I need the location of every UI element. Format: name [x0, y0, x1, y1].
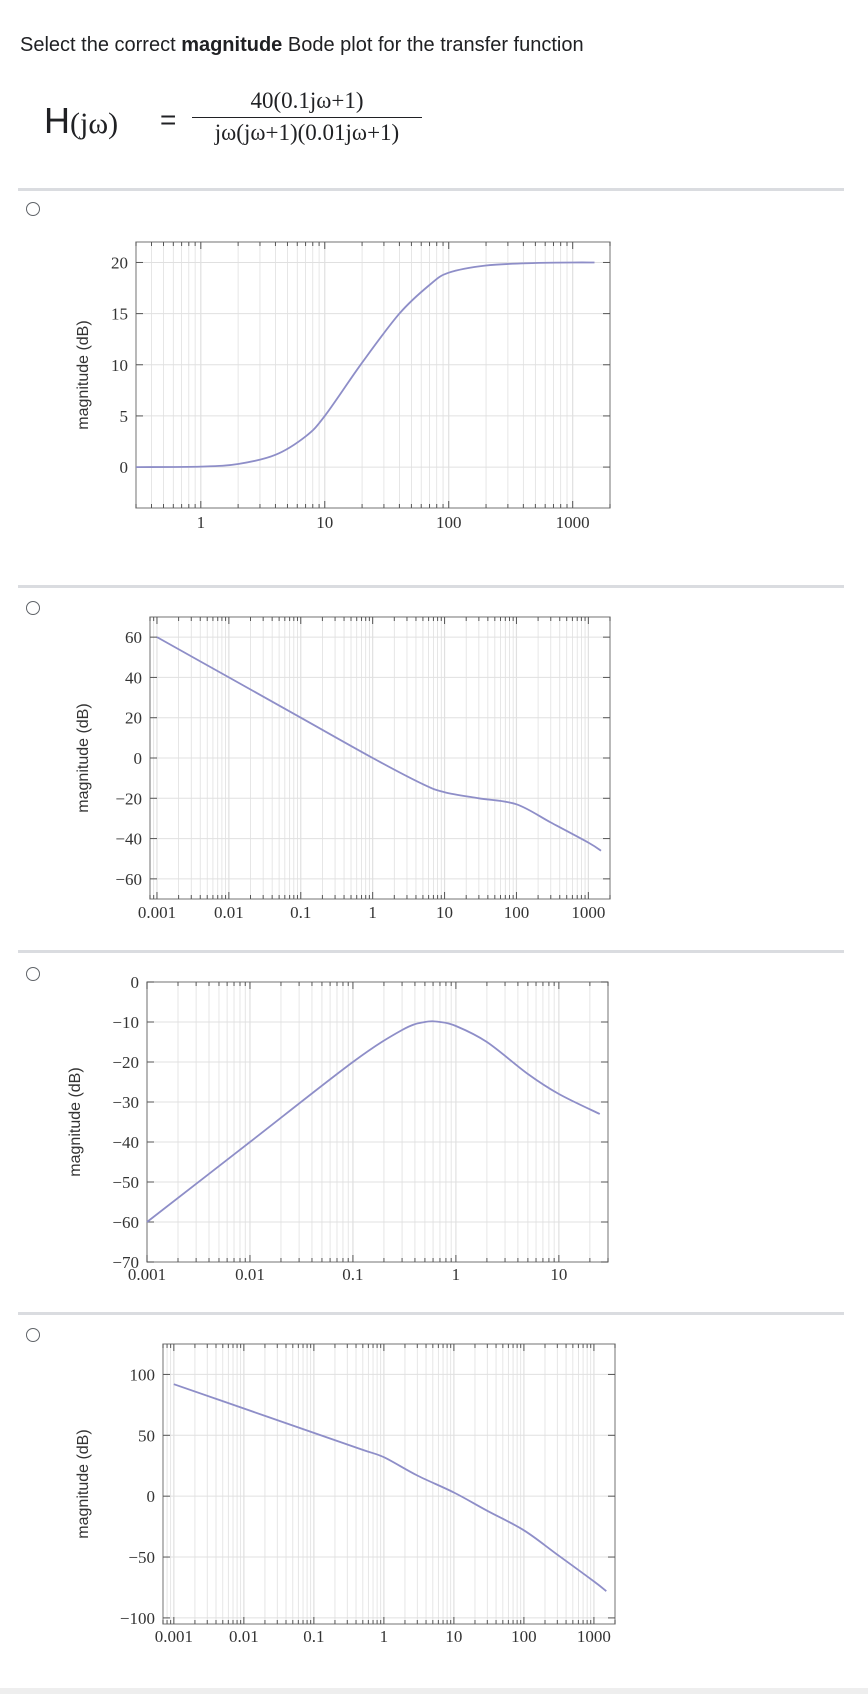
question-bold-word: magnitude: [181, 34, 283, 56]
y-tick-label: −50: [112, 1173, 139, 1192]
x-tick-label: 1: [197, 513, 206, 532]
y-axis-title: magnitude (dB): [75, 1429, 92, 1538]
divider-2: [18, 585, 844, 588]
formula-fraction: 40(0.1jω+1) jω(jω+1)(0.01jω+1): [192, 88, 422, 146]
divider-3: [18, 950, 844, 953]
option-4-bode-plot: −100 −50 0 50 100 0.001 0.01 0.1 1 10 100 1000 magni…: [75, 1343, 616, 1646]
y-tick-label: 0: [131, 973, 140, 992]
formula-lhs: H(jω): [44, 100, 118, 142]
grid: [149, 617, 611, 899]
magnitude-curve: [135, 261, 595, 468]
formula-arg: (jω): [70, 107, 119, 140]
y-tick-label: −10: [112, 1013, 139, 1032]
x-tick-label: 0.001: [138, 903, 176, 922]
y-tick-label: −20: [112, 1053, 139, 1072]
divider-4: [18, 1312, 844, 1315]
divider-1: [18, 188, 844, 191]
y-tick-label: −100: [120, 1609, 155, 1628]
magnitude-curve: [156, 636, 602, 852]
y-tick-label: 50: [138, 1426, 155, 1445]
option-3-radio[interactable]: [26, 967, 40, 981]
y-tick-label: −40: [115, 830, 142, 849]
option-3-bode-plot: −70 −60 −50 −40 −30 −20 −10 0 0.001 0.01 0.1 1 10 mag…: [67, 973, 609, 1284]
x-tick-label: 0.1: [303, 1627, 324, 1646]
y-tick-label: 0: [134, 749, 143, 768]
y-tick-label: 20: [125, 709, 142, 728]
x-tick-label: 0.001: [128, 1265, 166, 1284]
question-prefix: Select the correct: [20, 34, 182, 56]
x-tick-label: 1000: [571, 903, 605, 922]
grid: [162, 1344, 616, 1624]
formula-equals: =: [160, 104, 177, 135]
x-tick-label: 10: [316, 513, 333, 532]
y-axis-title: magnitude (dB): [67, 1067, 84, 1176]
option-2-radio[interactable]: [26, 601, 40, 615]
option-4-radio[interactable]: [26, 1328, 40, 1342]
y-tick-label: −50: [128, 1548, 155, 1567]
question-suffix: Bode plot for the transfer function: [282, 34, 584, 56]
x-tick-label: 10: [436, 903, 453, 922]
plot-frame: [135, 241, 611, 509]
y-tick-label: −20: [115, 789, 142, 808]
plot-frame: [146, 981, 609, 1263]
x-tick-label: 0.01: [214, 903, 244, 922]
formula-denominator: jω(jω+1)(0.01jω+1): [214, 120, 400, 145]
y-axis-title: magnitude (dB): [75, 703, 92, 812]
x-tick-label: 1: [452, 1265, 461, 1284]
grid: [135, 242, 611, 508]
y-tick-label: 15: [111, 305, 128, 324]
x-tick-label: 100: [504, 903, 530, 922]
x-tick-label: 0.01: [229, 1627, 259, 1646]
x-tick-label: 0.01: [235, 1265, 265, 1284]
x-tick-label: 0.1: [290, 903, 311, 922]
formula-h: H: [44, 100, 70, 141]
y-tick-label: 40: [125, 668, 142, 687]
x-tick-label: 100: [436, 513, 462, 532]
x-tick-label: 100: [511, 1627, 537, 1646]
x-tick-label: 1000: [556, 513, 590, 532]
x-tick-label: 0.001: [155, 1627, 193, 1646]
x-tick-label: 1000: [577, 1627, 611, 1646]
x-tick-label: 1: [368, 903, 377, 922]
transfer-function-formula: H(jω) = 40(0.1jω+1) jω(jω+1)(0.01jω+1): [44, 88, 464, 158]
y-tick-label: −40: [112, 1133, 139, 1152]
formula-numerator: 40(0.1jω+1): [192, 88, 422, 118]
magnitude-curve: [173, 1383, 607, 1592]
x-tick-label: 10: [445, 1627, 462, 1646]
y-tick-label: 60: [125, 628, 142, 647]
magnitude-curve: [146, 1020, 601, 1223]
y-tick-label: 0: [120, 458, 129, 477]
y-tick-label: −60: [115, 870, 142, 889]
y-tick-label: 0: [147, 1487, 156, 1506]
grid: [146, 981, 609, 1263]
y-axis-title: magnitude (dB): [75, 320, 92, 429]
y-tick-label: 20: [111, 253, 128, 272]
x-tick-label: 0.1: [342, 1265, 363, 1284]
y-tick-label: 10: [111, 356, 128, 375]
x-tick-label: 1: [380, 1627, 389, 1646]
x-tick-label: 10: [550, 1265, 567, 1284]
y-tick-label: −70: [112, 1253, 139, 1272]
option-1-bode-plot: 0 5 10 15 20 1 10 100 1000 magnitude (dB): [75, 241, 611, 532]
y-tick-label: −30: [112, 1093, 139, 1112]
y-tick-label: 100: [130, 1365, 156, 1384]
y-tick-label: −60: [112, 1213, 139, 1232]
question-text: Select the correct magnitude Bode plot f…: [20, 33, 584, 57]
plot-frame: [162, 1343, 616, 1625]
bottom-bar: [0, 1688, 868, 1694]
option-2-bode-plot: −60 −40 −20 0 20 40 60 0.001 0.01 0.1 1 10 100 1000 ma…: [75, 616, 611, 922]
y-tick-label: 5: [120, 407, 129, 426]
option-1-radio[interactable]: [26, 202, 40, 216]
